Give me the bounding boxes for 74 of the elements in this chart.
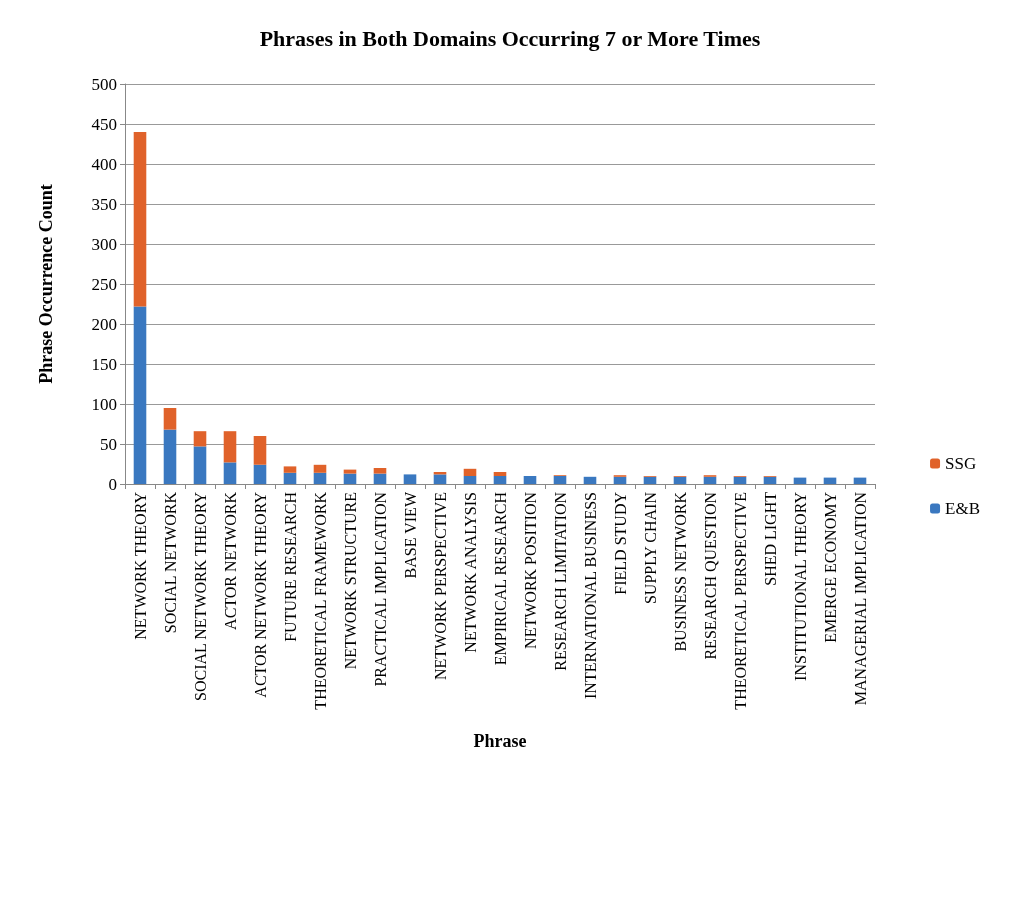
bar — [343, 473, 357, 484]
x-tick-label: EMPIRICAL RESEARCH — [491, 491, 509, 666]
x-tick-label: MANAGERIAL IMPLICATION — [851, 491, 869, 706]
y-axis-title: Phrase Occurrence Count — [36, 184, 56, 384]
x-tick-label: NETWORK ANALYSIS — [461, 492, 479, 653]
bar — [133, 132, 147, 307]
x-tick-label: THEORETICAL PERSPECTIVE — [731, 492, 749, 710]
bar — [193, 446, 207, 484]
x-tick-label: SHED LIGHT — [761, 491, 779, 586]
y-tick-label: 350 — [91, 194, 117, 214]
x-tick-label: FIELD STUDY — [611, 491, 629, 595]
legend-label: SSG — [945, 454, 977, 473]
y-tick-label: 500 — [91, 74, 117, 94]
y-tick-label: 50 — [100, 434, 117, 454]
bar — [523, 476, 537, 484]
bar — [133, 306, 147, 484]
bar — [493, 472, 507, 476]
y-tick-label: 450 — [91, 114, 117, 134]
bar — [373, 468, 387, 474]
x-axis-title: Phrase — [473, 731, 527, 751]
y-tick-label: 300 — [91, 234, 117, 254]
bar — [223, 431, 237, 463]
x-tick-label: ACTOR NETWORK THEORY — [251, 491, 269, 698]
bar — [403, 474, 417, 484]
bar — [463, 476, 477, 484]
y-tick-label: 200 — [91, 314, 117, 334]
bar — [343, 469, 357, 474]
x-tick-label: THEORETICAL FRAMEWORK — [311, 491, 329, 710]
x-tick-label: BASE VIEW — [401, 491, 419, 579]
y-tick-label: 400 — [91, 154, 117, 174]
x-tick-label: SOCIAL NETWORK — [161, 491, 179, 634]
bar — [433, 474, 447, 484]
bar — [673, 476, 687, 484]
x-tick-label: SOCIAL NETWORK THEORY — [191, 491, 209, 701]
y-tick-label: 0 — [108, 474, 117, 494]
bar — [493, 476, 507, 484]
x-tick-label: NETWORK THEORY — [131, 491, 149, 640]
y-tick-label: 100 — [91, 394, 117, 414]
chart-title: Phrases in Both Domains Occurring 7 or More Times — [259, 25, 761, 51]
x-tick-label: RESEARCH LIMITATION — [551, 491, 569, 671]
bar — [163, 408, 177, 430]
x-tick-label: NETWORK STRUCTURE — [341, 492, 359, 670]
x-tick-label: PRACTICAL IMPLICATION — [371, 491, 389, 687]
bar — [583, 476, 597, 484]
bar — [253, 464, 267, 484]
bar — [283, 466, 297, 473]
bar — [373, 473, 387, 484]
bar — [313, 472, 327, 484]
x-tick-label: RESEARCH QUESTION — [701, 491, 719, 660]
bar — [553, 476, 567, 484]
x-tick-label: NETWORK PERSPECTIVE — [431, 492, 449, 680]
y-tick-label: 150 — [91, 354, 117, 374]
bar — [313, 464, 327, 473]
bar — [463, 468, 477, 476]
bar — [763, 476, 777, 484]
bar — [613, 476, 627, 484]
bar — [253, 436, 267, 465]
bar — [283, 472, 297, 484]
bar — [163, 429, 177, 484]
x-tick-label: EMERGE ECONOMY — [821, 491, 839, 643]
x-tick-label: INTERNATIONAL BUSINESS — [581, 492, 599, 699]
x-tick-label: SUPPLY CHAIN — [641, 491, 659, 605]
bar — [733, 476, 747, 484]
x-tick-label: BUSINESS NETWORK — [671, 491, 689, 652]
x-tick-label: FUTURE RESEARCH — [281, 491, 299, 642]
legend-label: E&B — [945, 499, 981, 518]
y-tick-label: 250 — [91, 274, 117, 294]
x-tick-label: INSTITUTIONAL THEORY — [791, 491, 809, 681]
bar — [193, 431, 207, 447]
bar — [643, 476, 657, 484]
bar — [223, 462, 237, 484]
x-tick-label: ACTOR NETWORK — [221, 491, 239, 630]
bar — [703, 476, 717, 484]
x-tick-label: NETWORK POSITION — [521, 491, 539, 649]
